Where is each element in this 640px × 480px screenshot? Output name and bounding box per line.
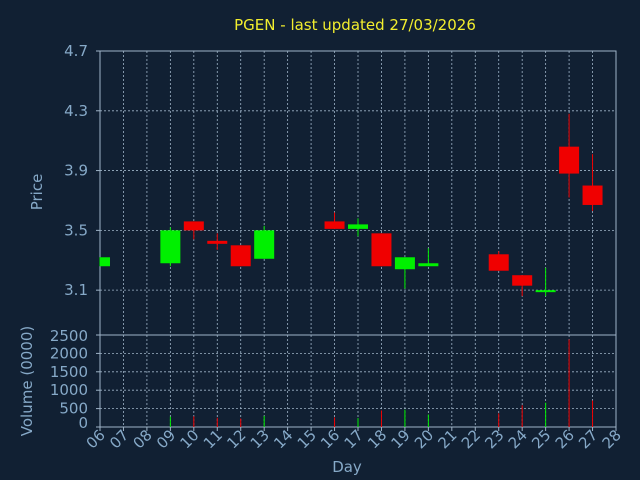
candle-body [100,257,110,267]
volume-bars [169,339,594,427]
x-tick-label: 26 [552,426,578,452]
x-tick-label: 07 [106,426,132,452]
price-tick-label: 3.9 [64,162,88,180]
chart-title: PGEN - last updated 27/03/2026 [234,16,476,34]
candle-body [230,245,251,267]
volume-axis-label: Volume (0000) [18,326,36,436]
x-tick-label: 24 [505,426,531,452]
price-tick-label: 4.7 [64,42,88,60]
candle-body [418,263,439,267]
x-tick-label: 27 [575,426,601,452]
x-tick-label: 19 [388,426,414,452]
price-tick-label: 3.1 [64,281,88,299]
candle-body [183,221,204,231]
x-tick-label: 12 [223,426,249,452]
x-axis-label: Day [332,458,362,476]
volume-tick-label: 1500 [50,363,88,381]
x-tick-label: 25 [528,426,554,452]
price-axis-label: Price [28,174,46,211]
candle-body [394,257,415,270]
x-tick-label: 10 [176,426,202,452]
volume-tick-label: 500 [59,400,88,418]
candle-body [559,146,580,174]
x-tick-label: 21 [434,426,460,452]
candle-body [371,233,392,267]
x-tick-label: 09 [153,426,179,452]
x-tick-label: 22 [458,426,484,452]
x-tick-label: 18 [364,426,390,452]
x-tick-label: 23 [481,426,507,452]
candle-body [582,185,603,205]
candle-body [512,275,533,286]
candle-body [207,240,228,244]
x-tick-label: 13 [247,426,273,452]
volume-tick-label: 2000 [50,344,88,362]
x-tick-label: 15 [294,426,320,452]
x-tick-label: 11 [200,426,226,452]
x-tick-label: 16 [317,426,343,452]
x-tick-label: 14 [270,426,296,452]
price-candles [99,113,603,297]
price-tick-label: 4.3 [64,102,88,120]
x-tick-label: 17 [341,426,367,452]
axis-ticks: 3.13.53.94.34.70500100015002000250006070… [50,42,625,452]
volume-tick-label: 1000 [50,381,88,399]
candle-body [488,254,509,271]
price-tick-label: 3.5 [64,221,88,239]
grid-lines [100,51,616,427]
candle-body [348,224,368,229]
x-tick-label: 28 [599,426,625,452]
candle-body [324,221,345,229]
candle-body [254,230,275,259]
x-tick-label: 08 [130,426,156,452]
candle-body [160,230,181,264]
candle-body [535,290,556,293]
x-tick-label: 20 [411,426,437,452]
volume-tick-label: 0 [78,414,88,432]
volume-tick-label: 2500 [50,327,88,345]
